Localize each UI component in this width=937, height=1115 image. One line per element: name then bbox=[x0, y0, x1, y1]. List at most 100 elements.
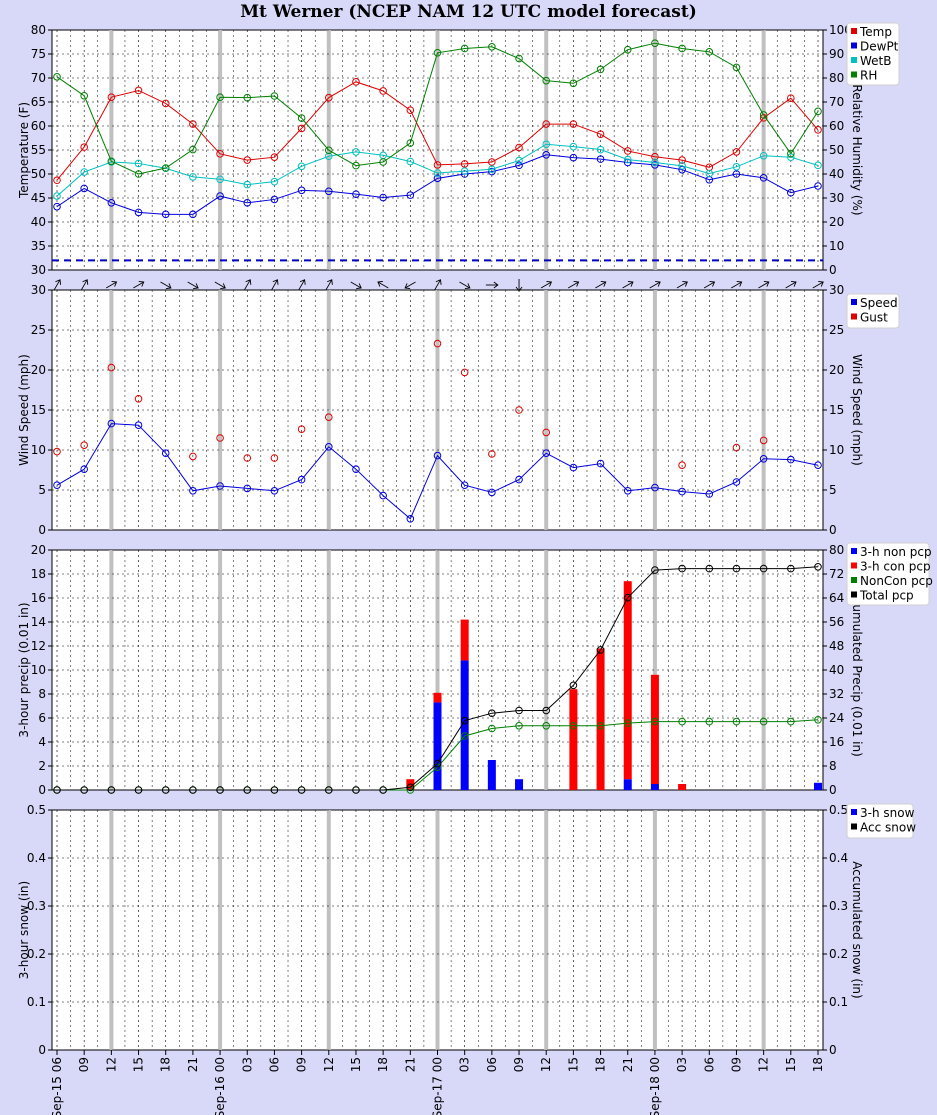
data-point-temp bbox=[678, 156, 686, 164]
data-point-wetb bbox=[623, 155, 632, 164]
data-point-rh bbox=[324, 146, 333, 155]
y-right-tick-label: 40 bbox=[829, 663, 844, 677]
wind-direction-arrow bbox=[649, 280, 661, 289]
y-right-tick-label: 0.2 bbox=[829, 947, 848, 961]
y-right-tick-label: 30 bbox=[829, 191, 844, 205]
data-point-total-pcp bbox=[161, 786, 170, 794]
x-tick-label: 18 bbox=[159, 1057, 173, 1072]
data-point-speed bbox=[787, 455, 795, 464]
y-tick-label: 0 bbox=[38, 1043, 46, 1057]
bar-convective bbox=[406, 779, 415, 790]
legend-label: 3-h snow bbox=[860, 806, 915, 820]
x-tick-label: 12 bbox=[322, 1057, 336, 1072]
data-point-temp bbox=[488, 158, 496, 166]
bar-convective bbox=[569, 689, 578, 790]
wind-arrow-shaft bbox=[404, 281, 416, 289]
wind-arrow-shaft bbox=[243, 279, 251, 291]
legend-label: Speed bbox=[860, 296, 898, 310]
data-point-gust bbox=[107, 363, 116, 372]
data-point-temp bbox=[460, 160, 469, 168]
data-point-dewpt bbox=[759, 174, 768, 182]
y-right-axis-label: Accumulated snow (in) bbox=[850, 861, 864, 998]
x-tick-label: 06 bbox=[485, 1057, 499, 1072]
data-point-gust bbox=[134, 395, 143, 403]
data-point-speed bbox=[759, 455, 768, 463]
legend-swatch bbox=[851, 562, 857, 569]
data-point-noncon-pcp bbox=[732, 717, 741, 726]
y-axis-label: 3-hour snow (in) bbox=[17, 881, 31, 979]
data-point-gust bbox=[243, 454, 252, 462]
legend-swatch bbox=[851, 28, 857, 34]
wind-arrow-head bbox=[627, 280, 634, 287]
y-tick-label: 16 bbox=[31, 591, 46, 605]
y-right-tick-label: 0 bbox=[829, 523, 837, 537]
data-point-speed bbox=[53, 481, 61, 490]
y-right-axis-label: Accumulated Precip (0.01 in) bbox=[850, 583, 864, 757]
data-point-speed bbox=[732, 478, 741, 486]
x-tick-label: 03 bbox=[240, 1057, 254, 1072]
data-point-gust bbox=[189, 452, 197, 461]
bar-non-convective bbox=[487, 760, 496, 790]
wind-direction-arrow bbox=[434, 279, 442, 291]
data-point-rh bbox=[216, 93, 224, 101]
data-point-temp bbox=[406, 106, 415, 114]
data-point-dewpt bbox=[814, 182, 822, 190]
bar-convective bbox=[433, 692, 442, 703]
wind-direction-arrow bbox=[214, 281, 226, 290]
data-point-rh bbox=[189, 145, 197, 154]
data-point-total-pcp bbox=[216, 786, 224, 794]
data-point-dewpt bbox=[678, 165, 686, 174]
wind-arrow-head bbox=[377, 280, 383, 287]
y-tick-label: 18 bbox=[31, 567, 46, 581]
wind-arrow-shaft bbox=[731, 281, 742, 289]
data-point-wetb bbox=[270, 177, 279, 186]
data-point-wetb bbox=[189, 173, 197, 181]
y-right-tick-label: 24 bbox=[829, 711, 844, 725]
wind-arrow-head bbox=[573, 280, 580, 287]
data-point-rh bbox=[53, 73, 61, 81]
data-point-dewpt bbox=[352, 190, 360, 198]
data-point-noncon-pcp bbox=[569, 722, 578, 730]
y-tick-label: 0.3 bbox=[27, 899, 46, 913]
data-point-noncon-pcp bbox=[814, 716, 822, 724]
data-point-wetb bbox=[433, 169, 442, 177]
data-point-speed bbox=[814, 461, 822, 470]
data-point-noncon-pcp bbox=[515, 722, 523, 730]
data-point-rh bbox=[542, 76, 551, 85]
data-point-gust bbox=[542, 428, 551, 437]
bar-non-convective bbox=[433, 702, 442, 790]
bar-convective bbox=[650, 674, 659, 784]
data-point-noncon-pcp bbox=[705, 717, 714, 726]
data-point-speed bbox=[651, 483, 659, 492]
y-tick-label: 20 bbox=[31, 543, 46, 557]
data-point-wetb bbox=[216, 175, 224, 184]
wind-arrow-head bbox=[82, 279, 89, 285]
y-right-tick-label: 10 bbox=[829, 239, 844, 253]
data-point-speed bbox=[189, 487, 197, 495]
data-point-speed bbox=[433, 451, 442, 460]
wind-direction-arrow bbox=[53, 279, 62, 291]
y-tick-label: 14 bbox=[31, 615, 46, 629]
wind-arrow-shaft bbox=[214, 281, 226, 289]
data-point-speed bbox=[569, 463, 578, 472]
data-point-temp bbox=[787, 94, 795, 102]
series-line-dewpt bbox=[56, 154, 819, 215]
x-tick-label: 15 bbox=[349, 1057, 363, 1072]
legend-box bbox=[846, 803, 914, 839]
x-tick-label: Sep-16 00 bbox=[213, 1057, 227, 1115]
data-point-total-pcp bbox=[324, 786, 333, 794]
wind-arrow-head bbox=[818, 280, 824, 287]
data-point-speed bbox=[297, 475, 306, 484]
legend-label: WetB bbox=[860, 54, 891, 68]
wind-arrow-head bbox=[245, 279, 252, 285]
y-right-tick-label: 48 bbox=[829, 639, 844, 653]
data-point-gust bbox=[460, 368, 469, 377]
wind-direction-arrow bbox=[298, 279, 306, 291]
legend-box bbox=[846, 293, 900, 329]
data-point-total-pcp bbox=[352, 786, 360, 794]
wind-direction-arrow bbox=[133, 280, 145, 289]
wind-direction-arrow bbox=[105, 280, 118, 289]
series-line-total-pcp bbox=[57, 566, 819, 791]
y-right-tick-label: 5 bbox=[829, 483, 837, 497]
